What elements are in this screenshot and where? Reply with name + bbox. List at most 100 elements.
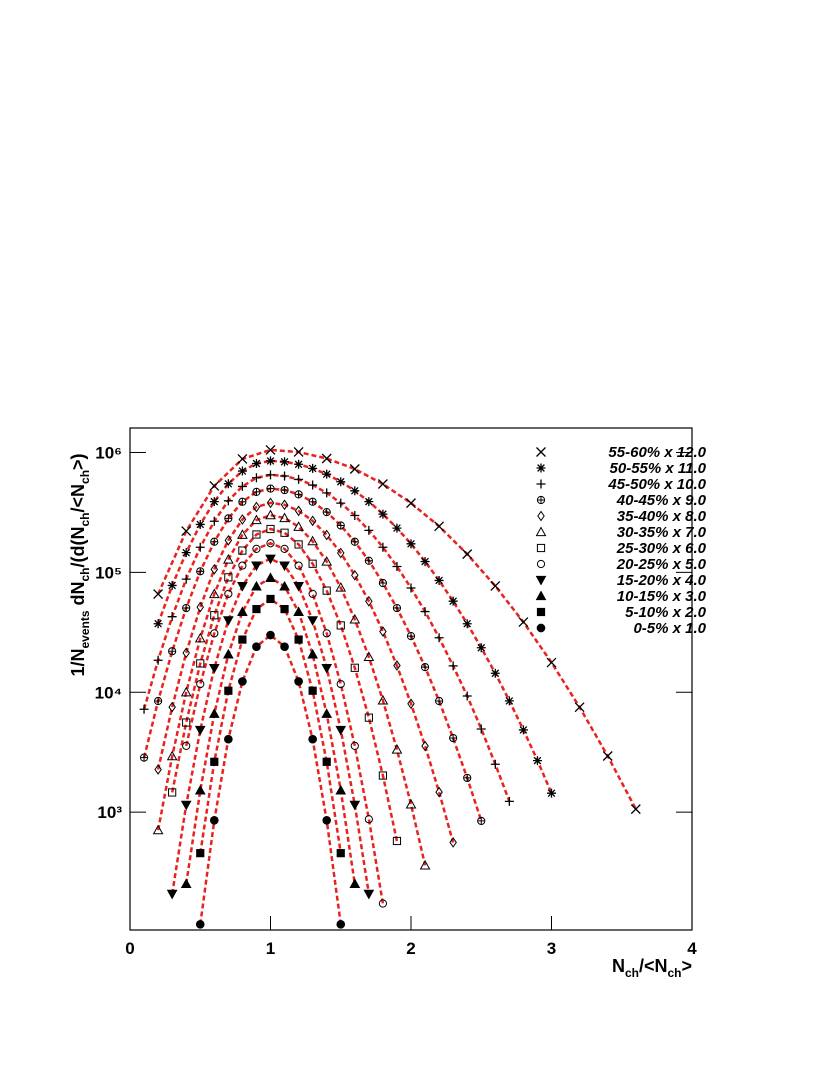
data-marker — [336, 621, 345, 630]
data-marker — [252, 530, 261, 539]
data-marker — [391, 743, 403, 754]
data-marker — [419, 859, 431, 870]
data-marker — [322, 488, 332, 498]
data-marker — [434, 575, 444, 585]
data-marker — [210, 537, 219, 546]
data-marker — [364, 815, 373, 824]
plot-area — [139, 444, 641, 929]
data-marker — [294, 505, 303, 517]
data-marker — [308, 497, 317, 506]
data-marker — [224, 534, 233, 546]
data-marker — [266, 470, 275, 480]
data-marker — [224, 514, 233, 523]
data-marker — [463, 773, 472, 783]
data-marker — [476, 643, 486, 653]
data-marker — [420, 663, 430, 672]
data-marker — [266, 524, 275, 534]
data-marker — [421, 740, 429, 752]
y-tick-label: 10⁵ — [95, 563, 122, 582]
data-marker — [336, 919, 346, 929]
data-marker — [237, 481, 247, 491]
data-marker — [462, 619, 472, 629]
data-marker — [195, 919, 205, 929]
data-marker — [153, 619, 163, 629]
data-marker — [477, 816, 486, 826]
data-marker — [251, 473, 261, 483]
data-marker — [574, 702, 585, 713]
data-marker — [266, 497, 275, 509]
data-marker — [265, 509, 276, 520]
data-marker — [266, 456, 275, 466]
fit-line — [156, 513, 427, 866]
legend-label: 50-55% x 11.0 — [610, 460, 707, 477]
data-marker — [252, 487, 261, 496]
data-marker — [434, 521, 445, 532]
data-marker — [321, 453, 332, 464]
data-marker — [449, 837, 457, 848]
legend-label: 10-15% x 3.0 — [617, 588, 707, 605]
data-marker — [378, 578, 388, 588]
data-marker — [349, 800, 361, 811]
data-marker — [252, 604, 261, 614]
legend-marker — [536, 559, 546, 569]
data-marker — [392, 561, 402, 571]
data-marker — [180, 878, 192, 889]
data-marker — [195, 519, 205, 529]
data-marker — [435, 696, 444, 706]
data-marker — [194, 784, 206, 795]
data-marker — [321, 664, 333, 674]
data-marker — [237, 453, 248, 464]
y-axis-label-part: dN — [68, 582, 88, 611]
data-marker — [224, 573, 233, 582]
data-marker — [365, 595, 373, 607]
data-marker — [153, 589, 164, 600]
data-marker — [167, 580, 177, 590]
data-marker — [420, 607, 430, 617]
legend-marker — [536, 623, 546, 633]
data-marker — [322, 815, 332, 825]
data-marker — [251, 459, 261, 469]
data-marker — [181, 574, 191, 584]
fit-line — [170, 557, 371, 895]
data-marker — [322, 529, 331, 541]
data-marker — [308, 480, 318, 490]
data-marker — [280, 499, 289, 511]
data-marker — [196, 567, 205, 576]
data-marker — [476, 724, 486, 734]
x-axis-label-part: ch — [625, 966, 639, 980]
x-axis-label-part: ch — [667, 966, 681, 980]
data-marker — [294, 490, 303, 499]
data-marker — [209, 480, 220, 491]
data-marker — [166, 889, 178, 900]
data-marker — [280, 642, 289, 651]
x-tick-label: 0 — [125, 939, 134, 958]
x-axis-label-part: > — [681, 956, 692, 976]
data-marker — [504, 696, 514, 706]
legend-marker — [536, 479, 546, 489]
data-marker — [293, 582, 304, 592]
data-marker — [448, 661, 458, 671]
x-tick-label: 4 — [687, 939, 697, 958]
legend-marker — [535, 575, 547, 586]
data-marker — [350, 486, 360, 496]
data-marker — [307, 616, 318, 626]
data-marker — [154, 764, 162, 775]
data-marker — [180, 800, 192, 811]
data-marker — [349, 613, 361, 624]
data-marker — [406, 498, 416, 509]
data-marker — [265, 572, 276, 582]
legend-label: 30-35% x 7.0 — [617, 524, 707, 541]
data-marker — [378, 542, 388, 552]
data-marker — [294, 561, 303, 570]
data-marker — [490, 668, 500, 678]
data-marker — [266, 630, 275, 640]
data-marker — [378, 899, 387, 908]
fit-line — [156, 448, 637, 810]
data-marker — [462, 549, 473, 560]
data-marker — [194, 725, 206, 736]
data-marker — [308, 734, 317, 744]
data-marker — [139, 704, 149, 714]
data-marker — [336, 498, 346, 508]
data-marker — [182, 647, 190, 659]
